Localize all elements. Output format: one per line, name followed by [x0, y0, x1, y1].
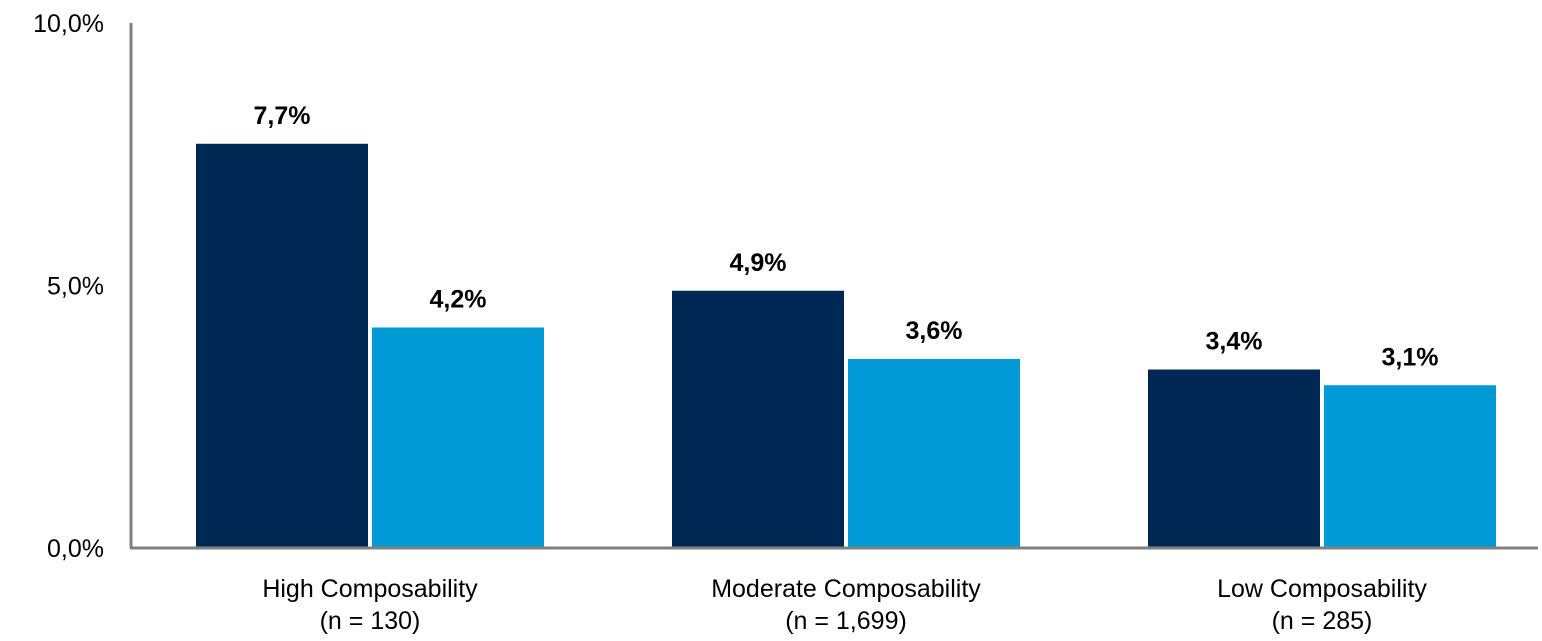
- bar-dark-2: [1148, 369, 1320, 548]
- y-tick-label: 5,0%: [47, 273, 104, 301]
- category-sample-size: (n = 130): [320, 607, 421, 635]
- bars: [196, 143, 1496, 548]
- data-label: 3,4%: [1206, 328, 1263, 356]
- category-labels: High Composability (n = 130) Moderate Comp…: [262, 575, 1427, 635]
- y-tick-label: 10,0%: [33, 10, 104, 38]
- data-label: 7,7%: [254, 102, 311, 130]
- data-label: 4,9%: [730, 249, 787, 277]
- y-axis-ticks: 0,0% 5,0% 10,0%: [33, 10, 104, 563]
- y-tick-label: 0,0%: [47, 535, 104, 563]
- bar-light-1: [848, 359, 1020, 548]
- bar-dark-0: [196, 143, 368, 548]
- category-label: High Composability: [262, 575, 478, 603]
- data-labels: 7,7% 4,2% 4,9% 3,6% 3,4% 3,1%: [254, 102, 1439, 372]
- data-label: 3,6%: [906, 317, 963, 345]
- bar-dark-1: [672, 290, 844, 548]
- category-sample-size: (n = 285): [1272, 607, 1373, 635]
- data-label: 4,2%: [430, 286, 487, 314]
- bar-light-0: [372, 327, 544, 548]
- bar-light-2: [1324, 385, 1496, 548]
- category-sample-size: (n = 1,699): [785, 607, 907, 635]
- data-label: 3,1%: [1382, 343, 1439, 371]
- category-label: Low Composability: [1217, 575, 1427, 603]
- category-label: Moderate Composability: [711, 575, 981, 603]
